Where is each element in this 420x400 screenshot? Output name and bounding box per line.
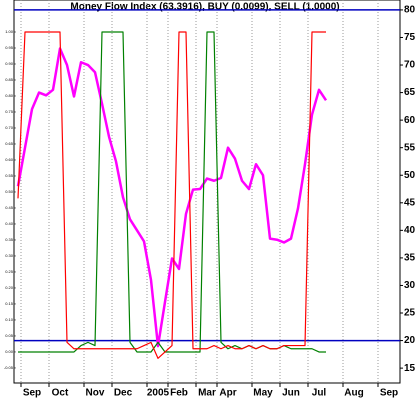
y-tick-label: 15 xyxy=(404,363,416,374)
y2-tick-label: 0.20 xyxy=(5,285,14,290)
y-tick-label: 45 xyxy=(404,197,416,208)
y-tick-label: 50 xyxy=(404,170,416,181)
y-tick-label: 65 xyxy=(404,87,416,98)
y2-tick-label: 0.75 xyxy=(5,109,14,114)
y2-tick-label: 0.50 xyxy=(5,189,14,194)
y2-tick-label: 0.80 xyxy=(5,93,14,98)
x-tick-label: May xyxy=(253,388,273,399)
y2-tick-label: 0.25 xyxy=(5,269,14,274)
x-tick-label: Apr xyxy=(219,388,236,399)
x-tick-label: Oct xyxy=(52,388,69,399)
y-tick-label: 35 xyxy=(404,253,416,264)
x-tick-label: Jun xyxy=(282,388,300,399)
x-tick-label: Sep xyxy=(380,388,398,399)
y2-tick-label: 0.95 xyxy=(5,45,14,50)
series-line xyxy=(16,47,328,348)
y-tick-label: 20 xyxy=(404,335,416,346)
plot-frame xyxy=(13,0,401,384)
y2-tick-label: 1.00 xyxy=(5,29,14,34)
y2-tick-label: 0.90 xyxy=(5,61,14,66)
y-tick-label: 30 xyxy=(404,280,416,291)
series-line xyxy=(17,31,326,359)
y2-tick-label: 0.00 xyxy=(5,349,14,354)
x-tick-label: 2005 xyxy=(147,388,170,399)
y-tick-label: 40 xyxy=(404,225,416,236)
y2-tick-label: 0.30 xyxy=(5,253,14,258)
y2-tick-label: 0.60 xyxy=(5,157,14,162)
y2-tick-label: 0.45 xyxy=(5,205,14,210)
y2-tick-label: 0.10 xyxy=(5,317,14,322)
y2-tick-label: 0.70 xyxy=(5,125,14,130)
x-tick-label: Feb xyxy=(170,388,188,399)
x-tick-label: Aug xyxy=(344,388,363,399)
y2-tick-label: 0.40 xyxy=(5,221,14,226)
x-tick-label: Mar xyxy=(198,388,216,399)
y2-tick-label: 0.65 xyxy=(5,141,14,146)
y-tick-label: 60 xyxy=(404,115,416,126)
y-tick-label: 55 xyxy=(404,142,416,153)
y-tick-label: 25 xyxy=(404,308,416,319)
x-tick-label: Jul xyxy=(312,388,327,399)
y2-tick-label: 0.15 xyxy=(5,301,14,306)
x-tick-label: Sep xyxy=(23,388,41,399)
y2-tick-label: 0.05 xyxy=(5,333,14,338)
y2-tick-label: 0.35 xyxy=(5,237,14,242)
chart-title: Money Flow Index (63.3916), BUY (0.0099)… xyxy=(70,2,339,13)
y2-tick-label: 0.85 xyxy=(5,77,14,82)
x-tick-label: Nov xyxy=(86,388,105,399)
y2-tick-label: -0.05 xyxy=(4,365,14,370)
x-tick-label: Dec xyxy=(114,388,133,399)
y-tick-label: 70 xyxy=(404,60,416,71)
y-tick-label: 80 xyxy=(404,5,416,16)
y2-tick-label: 0.55 xyxy=(5,173,14,178)
y-tick-label: 75 xyxy=(404,32,416,43)
